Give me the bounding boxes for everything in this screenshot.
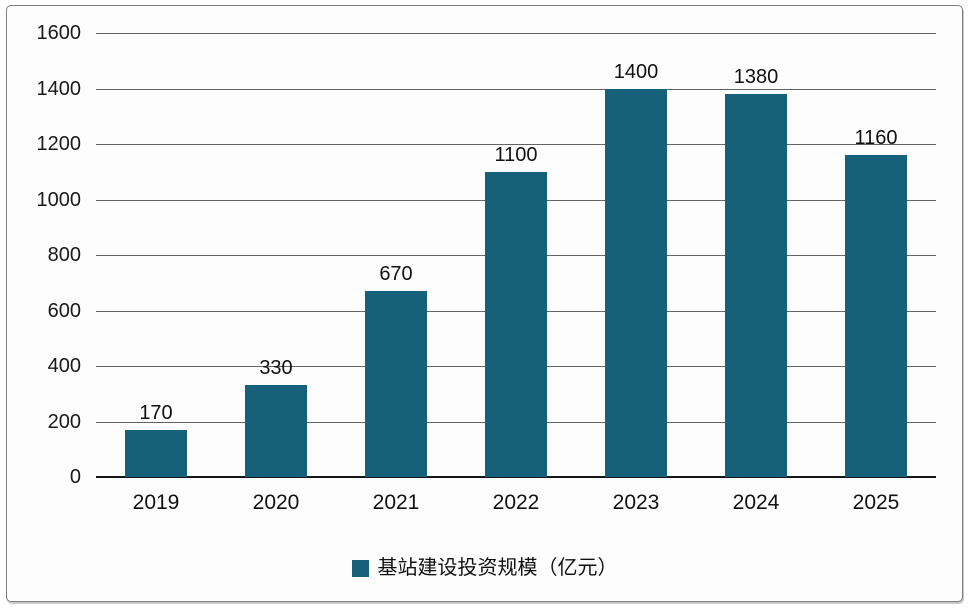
bar-value-label: 1160 xyxy=(854,127,898,150)
bar-2022 xyxy=(485,171,547,477)
x-axis-line xyxy=(96,476,936,478)
bar-value-label: 1380 xyxy=(733,66,779,89)
y-axis-label: 600 xyxy=(47,299,81,322)
x-axis-label: 2023 xyxy=(612,491,660,514)
y-axis-label: 200 xyxy=(47,410,81,433)
bar-value-label: 1100 xyxy=(494,143,538,166)
y-axis-label: 1400 xyxy=(36,77,82,100)
bar-2021 xyxy=(365,291,427,477)
y-axis-label: 1600 xyxy=(36,22,82,44)
bar-value-label: 330 xyxy=(259,357,293,380)
legend: 基站建设投资规模（亿元） xyxy=(7,557,962,579)
y-axis-label: 1200 xyxy=(36,133,82,155)
y-axis-label: 0 xyxy=(69,466,81,488)
gridline xyxy=(96,88,936,90)
gridline xyxy=(96,33,936,34)
bar-2024 xyxy=(725,94,787,477)
legend-swatch-icon xyxy=(351,559,369,577)
x-axis-label: 2021 xyxy=(372,491,420,514)
chart-frame: 基站建设投资规模（亿元） 0 200 400 600 800 1000 1200 1400 16… xyxy=(6,5,963,602)
legend-label: 基站建设投资规模（亿元） xyxy=(377,557,618,579)
bar-value-label: 670 xyxy=(379,263,413,286)
bar-2025 xyxy=(845,155,907,477)
x-axis-label: 2020 xyxy=(252,491,300,514)
x-axis-label: 2019 xyxy=(132,491,180,514)
x-axis-label: 2025 xyxy=(852,491,900,514)
y-axis-label: 1000 xyxy=(36,188,82,211)
x-axis-label: 2024 xyxy=(732,491,780,514)
y-axis-label: 400 xyxy=(47,355,81,377)
bar-2023 xyxy=(605,88,667,477)
bar-2020 xyxy=(245,385,307,477)
gridline xyxy=(96,144,936,145)
bar-2019 xyxy=(125,429,187,477)
x-axis-label: 2022 xyxy=(492,491,540,514)
bar-value-label: 1400 xyxy=(613,60,659,83)
y-axis-label: 800 xyxy=(47,244,81,266)
bar-value-label: 170 xyxy=(139,401,173,424)
